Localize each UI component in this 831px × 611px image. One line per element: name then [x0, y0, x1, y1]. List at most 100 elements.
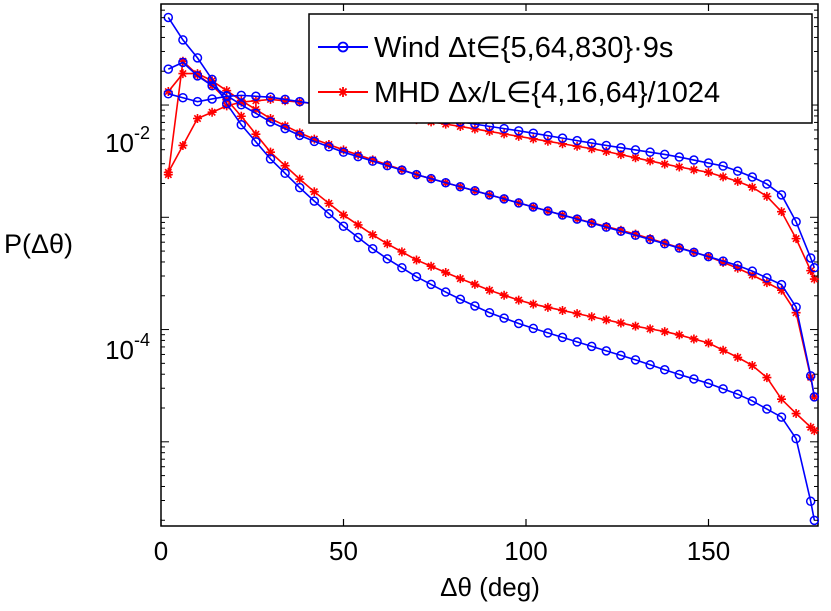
data-point [616, 142, 626, 153]
data-point [689, 155, 699, 165]
data-point [178, 56, 188, 66]
data-point [791, 308, 801, 318]
data-point [587, 312, 597, 322]
data-point [630, 355, 641, 365]
data-point [660, 327, 670, 337]
data-point [733, 263, 743, 273]
data-point [543, 206, 553, 216]
data-point [630, 145, 641, 155]
data-point [776, 190, 787, 200]
data-point [339, 145, 348, 155]
data-point [207, 107, 217, 117]
data-point [587, 144, 597, 154]
x-tick-label-0: 0 [154, 536, 168, 566]
data-point [470, 186, 480, 196]
data-point [689, 165, 699, 175]
data-point [426, 279, 436, 290]
y-tick-label-1e-4: 10-4 [105, 330, 150, 365]
legend-box [308, 13, 813, 124]
data-point [718, 256, 728, 266]
data-point [309, 136, 320, 147]
data-point [805, 371, 816, 381]
data-point [338, 147, 349, 157]
data-point [572, 141, 582, 151]
data-point [266, 94, 275, 104]
data-point [309, 187, 319, 197]
data-point [411, 272, 422, 282]
data-point [412, 255, 421, 265]
series-wind-0 [163, 89, 820, 273]
data-point [367, 243, 378, 254]
series-line [167, 59, 815, 432]
data-point [777, 285, 786, 295]
data-point [732, 389, 743, 399]
data-point [513, 126, 524, 136]
data-point [470, 301, 480, 311]
y-tick-exponent: -4 [134, 330, 150, 350]
series-line [168, 93, 816, 269]
data-point [294, 130, 305, 141]
data-point [236, 120, 247, 130]
data-point [689, 334, 699, 344]
data-point [280, 121, 290, 131]
data-point [294, 96, 305, 107]
data-point [703, 158, 714, 168]
data-point [616, 350, 626, 361]
data-point [485, 285, 494, 295]
data-point [280, 123, 290, 134]
data-point [747, 182, 757, 192]
data-point [440, 177, 451, 188]
data-point [309, 196, 320, 206]
data-point [353, 150, 363, 160]
data-point [586, 341, 597, 352]
data-point [382, 239, 392, 249]
data-point [558, 305, 567, 315]
data-point [616, 226, 626, 236]
series-mhd-5 [163, 56, 819, 436]
data-point [324, 208, 334, 219]
data-point [762, 273, 772, 283]
data-point [251, 91, 261, 102]
data-point [747, 396, 758, 406]
data-point [513, 198, 524, 208]
data-point [324, 140, 334, 150]
data-point [601, 222, 612, 232]
data-point [805, 253, 816, 263]
series-line [167, 98, 816, 280]
data-point [791, 433, 801, 444]
data-point [178, 69, 188, 79]
data-point [441, 268, 451, 278]
data-point [295, 174, 305, 184]
data-point [178, 92, 188, 103]
data-point [324, 142, 334, 152]
data-point [762, 191, 772, 201]
data-point [732, 260, 743, 271]
data-point [470, 124, 480, 134]
data-point [660, 159, 670, 169]
data-point [718, 172, 728, 182]
y-axis-label: P(Δθ) [4, 229, 73, 259]
data-point [178, 140, 188, 150]
data-point [397, 247, 407, 257]
data-point [163, 64, 174, 74]
data-point [411, 169, 422, 180]
data-point [353, 151, 363, 162]
data-point [674, 152, 685, 162]
legend: Wind Δt∈{5,64,830}·9s MHD Δx/L∈{4,16,64}… [308, 13, 813, 124]
data-point [718, 161, 728, 171]
series-wind-2 [163, 12, 820, 526]
data-point [193, 70, 202, 80]
data-point [192, 71, 203, 81]
data-point [251, 137, 261, 147]
data-point [382, 160, 392, 170]
data-point [543, 130, 553, 141]
data-point [601, 147, 611, 157]
data-point [368, 155, 378, 165]
data-point [718, 384, 728, 394]
data-point [514, 295, 524, 305]
data-point [747, 266, 758, 276]
data-point [280, 168, 290, 179]
data-point [689, 374, 699, 384]
x-tick-label-100: 100 [504, 536, 547, 566]
data-point [659, 239, 670, 249]
